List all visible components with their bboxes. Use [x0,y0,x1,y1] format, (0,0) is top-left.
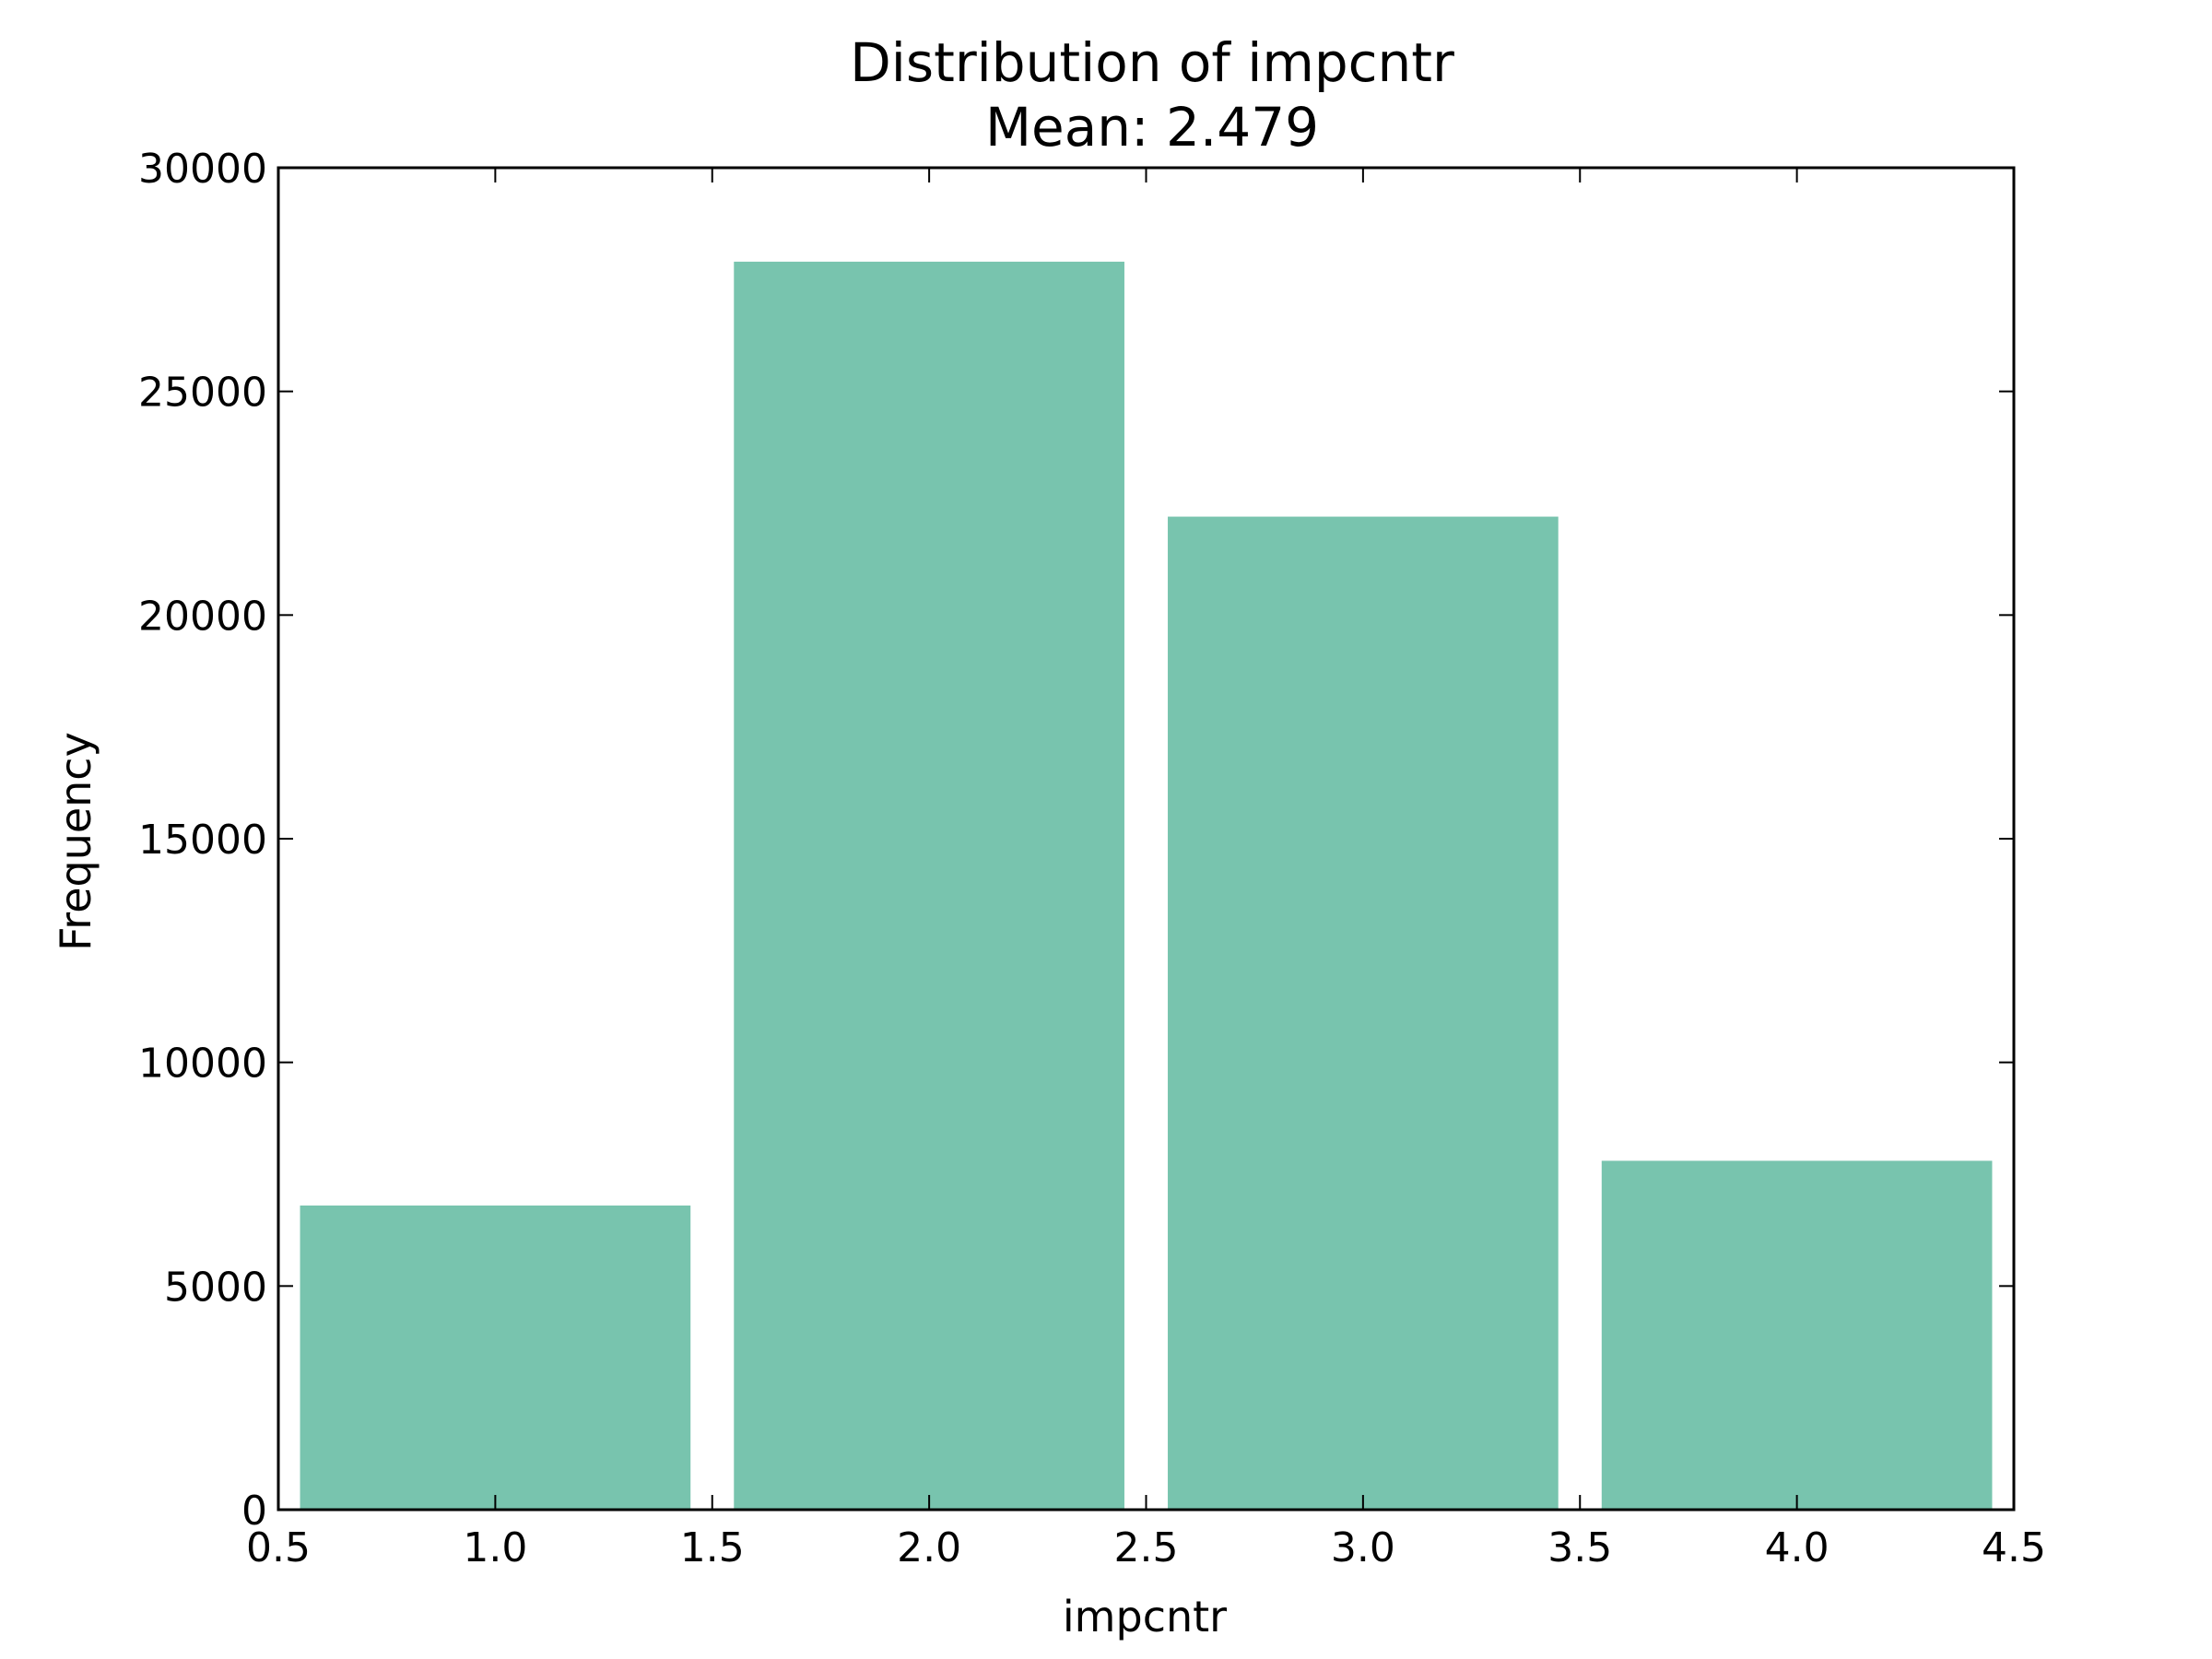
y-tick-label: 20000 [138,593,267,640]
x-tick-label: 3.5 [1547,1524,1612,1571]
y-tick-labels: 0 5000 10000 15000 20000 25000 30000 [138,146,267,1535]
y-axis-label: Frequency [51,732,100,951]
histogram-bar-4 [1601,1160,1993,1510]
x-tick-label: 1.5 [680,1524,745,1571]
histogram-bar-3 [1168,516,1559,1510]
x-tick-label: 4.5 [1982,1524,2046,1571]
histogram-bar-1 [300,1205,691,1510]
x-tick-label: 2.5 [1114,1524,1179,1571]
bars [300,261,1993,1510]
y-tick-label: 25000 [138,370,267,417]
x-tick-labels: 0.5 1.0 1.5 2.0 2.5 3.0 3.5 4.0 4.5 [246,1524,2046,1571]
x-tick-label: 3.0 [1331,1524,1395,1571]
plot-frame [276,166,2016,1512]
y-tick-label: 10000 [138,1041,267,1088]
x-tick-label: 0.5 [246,1524,311,1571]
y-tick-label: 30000 [138,146,267,193]
x-axis-label: impcntr [1063,1592,1227,1641]
x-tick-label: 4.0 [1765,1524,1830,1571]
x-tick-label: 2.0 [897,1524,961,1571]
chart-title: Distribution of impcntr [850,31,1454,94]
y-tick-label: 0 [241,1488,267,1535]
y-tick-label: 5000 [164,1264,267,1311]
x-tick-label: 1.0 [463,1524,527,1571]
y-tick-label: 15000 [138,817,267,864]
chart-subtitle: Mean: 2.479 [985,96,1319,159]
histogram-bar-2 [734,261,1124,1510]
